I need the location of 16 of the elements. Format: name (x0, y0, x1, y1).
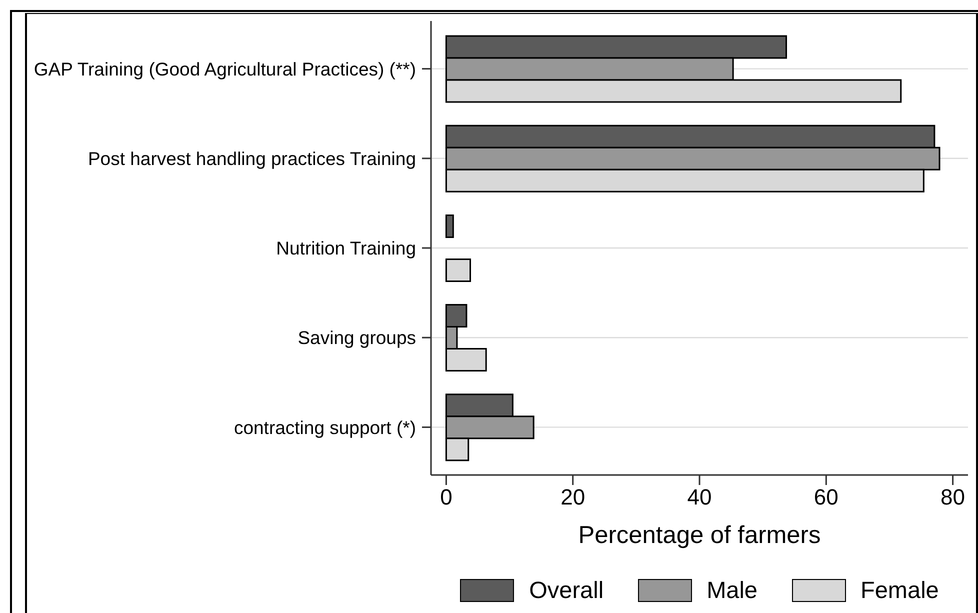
legend-label: Female (860, 576, 939, 604)
x-axis-title: Percentage of farmers (578, 522, 821, 549)
y-tick-label: contracting support (*) (234, 416, 416, 438)
y-tick-label: GAP Training (Good Agricultural Practices) (**) (34, 58, 416, 80)
x-tick-label: 40 (687, 484, 712, 510)
legend-label: Male (706, 576, 758, 604)
x-tick-label: 0 (440, 484, 452, 510)
y-tick-label: Nutrition Training (276, 238, 416, 259)
y-tick-label: Post harvest handling practices Training (88, 148, 416, 169)
bar (445, 258, 472, 282)
x-tick-label: 20 (560, 484, 586, 510)
y-tick-label: Saving groups (298, 327, 416, 348)
bar (445, 214, 454, 238)
x-tick-label: 60 (814, 484, 838, 510)
x-tick-label: 80 (940, 484, 966, 510)
legend-label: Overall (529, 576, 604, 604)
